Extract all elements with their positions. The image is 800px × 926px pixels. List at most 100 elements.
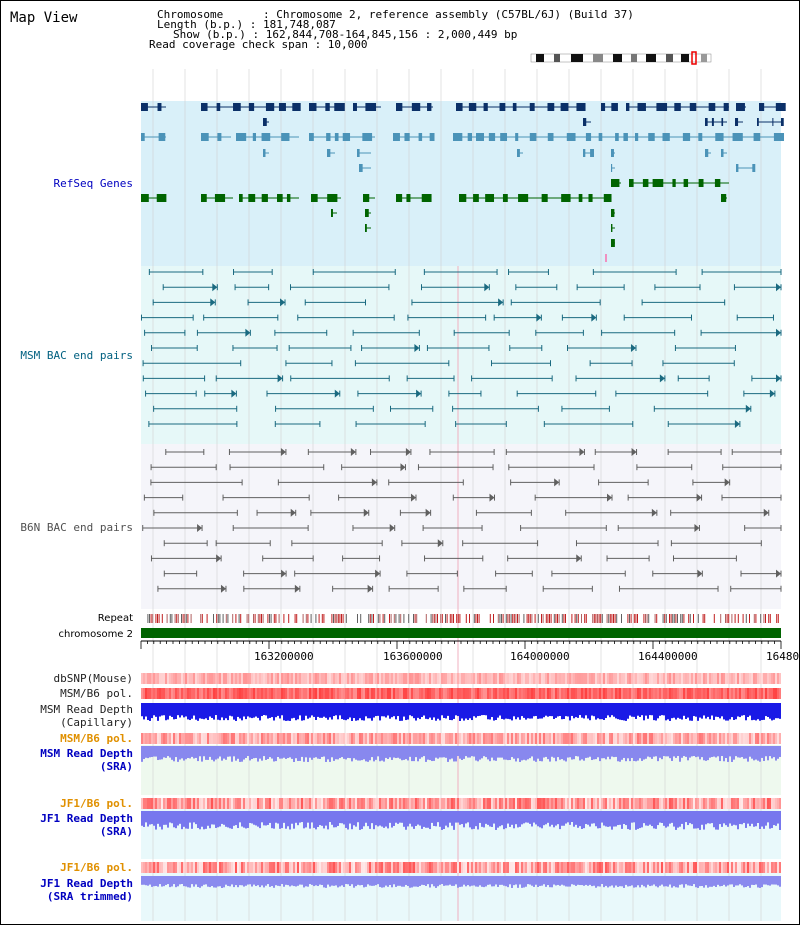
jf1-depth-trim-bar — [321, 876, 323, 885]
dbsnp-cell — [447, 673, 449, 684]
jf1-b6-pol2-cell — [561, 862, 563, 873]
msm-b6-pol-cell — [489, 688, 491, 699]
msm-b6-pol-cell — [333, 688, 335, 699]
label-jf1-depth-sra[interactable]: JF1 Read Depth (SRA) — [40, 812, 133, 838]
msm-depth-sra-bar — [217, 746, 219, 759]
msm-depth-cap-bar — [341, 703, 343, 720]
jf1-b6-pol2-cell — [675, 862, 677, 873]
msm-b6-pol-cell — [637, 688, 639, 699]
label-dbsnp[interactable]: dbSNP(Mouse) — [53, 672, 133, 685]
dbsnp-cell — [519, 673, 521, 684]
msm-depth-cap-bar — [379, 703, 381, 721]
msm-depth-cap-bar — [369, 703, 371, 719]
msm-b6-pol-cell — [545, 688, 547, 699]
repeat-element — [749, 614, 750, 623]
jf1-depth-sra-bar — [745, 811, 747, 828]
jf1-depth-sra-bar — [405, 811, 407, 830]
repeat-element — [672, 614, 674, 623]
label-jf1-depth-trim[interactable]: JF1 Read Depth (SRA trimmed) — [40, 877, 133, 903]
label-msm-depth-sra[interactable]: MSM Read Depth (SRA) — [40, 747, 133, 773]
jf1-b6-pol-cell — [515, 798, 517, 809]
chromosome-ideogram[interactable] — [530, 51, 712, 65]
msm-depth-cap-bar — [141, 703, 143, 717]
dbsnp-cell — [551, 673, 553, 684]
jf1-b6-pol2-cell — [253, 862, 255, 873]
jf1-depth-trim-bar — [291, 876, 293, 886]
jf1-depth-trim-bar — [715, 876, 717, 887]
label-msm-b6-pol-2[interactable]: MSM/B6 pol. — [60, 732, 133, 745]
jf1-b6-pol-cell — [227, 798, 229, 809]
msm-b6-pol-cell — [233, 688, 235, 699]
msm-b6-pol2-cell — [437, 733, 439, 744]
label-jf1-b6-pol-2[interactable]: JF1/B6 pol. — [60, 861, 133, 874]
jf1-depth-trim-bar — [235, 876, 237, 886]
msm-depth-cap-bar — [399, 703, 401, 721]
msm-b6-pol2-cell — [417, 733, 419, 744]
msm-b6-pol-cell — [231, 688, 233, 699]
msm-b6-pol2-cell — [309, 733, 311, 744]
jf1-depth-trim-bar — [593, 876, 595, 886]
jf1-depth-trim-bar — [771, 876, 773, 885]
repeat-element — [222, 614, 224, 623]
jf1-b6-pol2-cell — [755, 862, 757, 873]
jf1-b6-pol2-cell — [741, 862, 743, 873]
ideogram-position-marker — [691, 51, 697, 65]
msm-depth-cap-bar — [433, 703, 435, 718]
label-jf1-b6-pol[interactable]: JF1/B6 pol. — [60, 797, 133, 810]
jf1-depth-trim-bar — [323, 876, 325, 888]
jf1-depth-sra-bar — [407, 811, 409, 827]
jf1-b6-pol-cell — [697, 798, 699, 809]
repeat-element — [613, 614, 614, 623]
dbsnp-cell — [415, 673, 417, 684]
label-refseq[interactable]: RefSeq Genes — [53, 177, 133, 190]
jf1-b6-pol-cell — [299, 798, 301, 809]
repeat-element — [227, 614, 229, 623]
jf1-depth-sra-bar — [487, 811, 489, 825]
label-b6n-bac[interactable]: B6N BAC end pairs — [20, 521, 133, 534]
jf1-b6-pol-cell — [291, 798, 293, 809]
repeat-element — [553, 614, 555, 623]
msm-b6-pol2-cell — [659, 733, 661, 744]
repeat-element — [608, 614, 610, 623]
label-msm-b6-pol[interactable]: MSM/B6 pol. — [60, 687, 133, 700]
msm-depth-sra-bar — [381, 746, 383, 761]
label-msm-bac[interactable]: MSM BAC end pairs — [20, 349, 133, 362]
dbsnp-cell — [631, 673, 633, 684]
msm-b6-pol2-cell — [489, 733, 491, 744]
dbsnp-cell — [755, 673, 757, 684]
jf1-b6-pol-cell — [565, 798, 567, 809]
msm-b6-pol-cell — [729, 688, 731, 699]
repeat-element — [768, 614, 770, 623]
msm-depth-sra-bar — [399, 746, 401, 759]
msm-depth-sra-bar — [167, 746, 169, 757]
gene-exon — [406, 194, 411, 202]
msm-depth-sra-bar — [413, 746, 415, 762]
jf1-b6-pol-cell — [767, 798, 769, 809]
track-features[interactable] — [140, 103, 786, 888]
jf1-depth-trim-bar — [501, 876, 503, 885]
msm-depth-sra-bar — [271, 746, 273, 759]
jf1-b6-pol-cell — [517, 798, 519, 809]
msm-b6-pol-cell — [287, 688, 289, 699]
msm-depth-cap-bar — [435, 703, 437, 721]
msm-b6-pol-cell — [661, 688, 663, 699]
jf1-depth-trim-bar — [213, 876, 215, 888]
msm-depth-cap-bar — [679, 703, 681, 719]
jf1-b6-pol2-cell — [679, 862, 681, 873]
jf1-depth-trim-bar — [205, 876, 207, 885]
label-msm-depth-cap[interactable]: MSM Read Depth (Capillary) — [40, 703, 133, 729]
jf1-b6-pol-cell — [173, 798, 175, 809]
repeat-element — [440, 614, 442, 623]
msm-depth-cap-bar — [207, 703, 209, 720]
jf1-b6-pol-cell — [571, 798, 573, 809]
label-repeat[interactable]: Repeat — [97, 613, 133, 624]
label-chromosome[interactable]: chromosome 2 — [58, 629, 133, 640]
msm-b6-pol2-cell — [155, 733, 157, 744]
jf1-depth-sra-bar — [729, 811, 731, 824]
msm-b6-pol-cell — [583, 688, 585, 699]
jf1-depth-trim-bar — [573, 876, 575, 885]
msm-depth-cap-bar — [473, 703, 475, 717]
dbsnp-cell — [777, 673, 779, 684]
jf1-b6-pol-cell — [739, 798, 741, 809]
